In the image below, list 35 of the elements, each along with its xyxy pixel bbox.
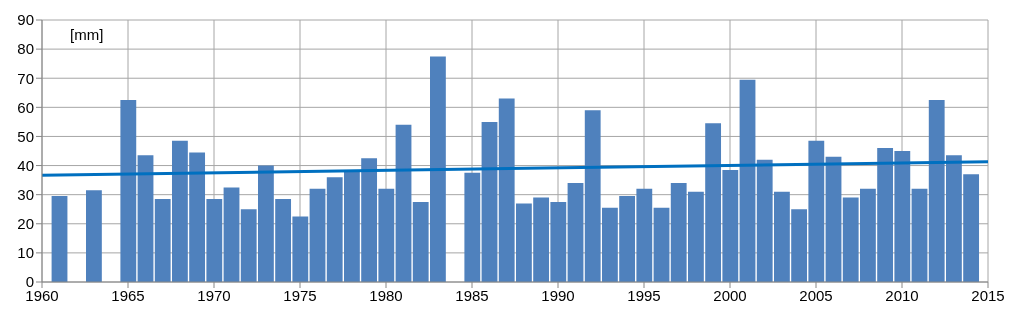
y-tick-label: 70: [17, 69, 34, 87]
x-tick-label: 2005: [799, 286, 833, 304]
bar: [825, 156, 842, 282]
bar: [567, 183, 584, 282]
x-tick-label: 1975: [283, 286, 317, 304]
bar: [86, 190, 102, 282]
x-tick-label: 1970: [197, 286, 231, 304]
bar: [395, 124, 412, 282]
y-tick-label: 10: [17, 244, 34, 262]
bar: [911, 188, 928, 282]
x-tick-label: 1990: [541, 286, 575, 304]
y-tick-label: 50: [17, 127, 34, 145]
y-tick-label: 30: [17, 185, 34, 203]
x-tick-label: 2015: [971, 286, 1005, 304]
bar: [653, 207, 670, 282]
bar: [739, 79, 756, 282]
bar: [464, 172, 481, 282]
y-tick-label: 90: [17, 11, 34, 29]
x-tick-label: 1985: [455, 286, 489, 304]
y-tick-label: 20: [17, 215, 34, 233]
x-tick-label: 1980: [369, 286, 403, 304]
x-tick-label: 1995: [627, 286, 661, 304]
y-tick-label: 60: [17, 98, 34, 116]
bar: [137, 155, 154, 282]
bar: [223, 187, 240, 282]
x-tick-label: 1965: [111, 286, 145, 304]
y-axis-title: [mm]: [68, 26, 106, 43]
x-tick-label: 2000: [713, 286, 747, 304]
bar: [309, 188, 326, 282]
y-tick-label: 80: [17, 40, 34, 58]
bar: [51, 196, 68, 282]
bar: [120, 100, 137, 282]
bar: [481, 121, 498, 282]
y-tick-label: 40: [17, 156, 34, 174]
x-tick-label: 2010: [885, 286, 919, 304]
